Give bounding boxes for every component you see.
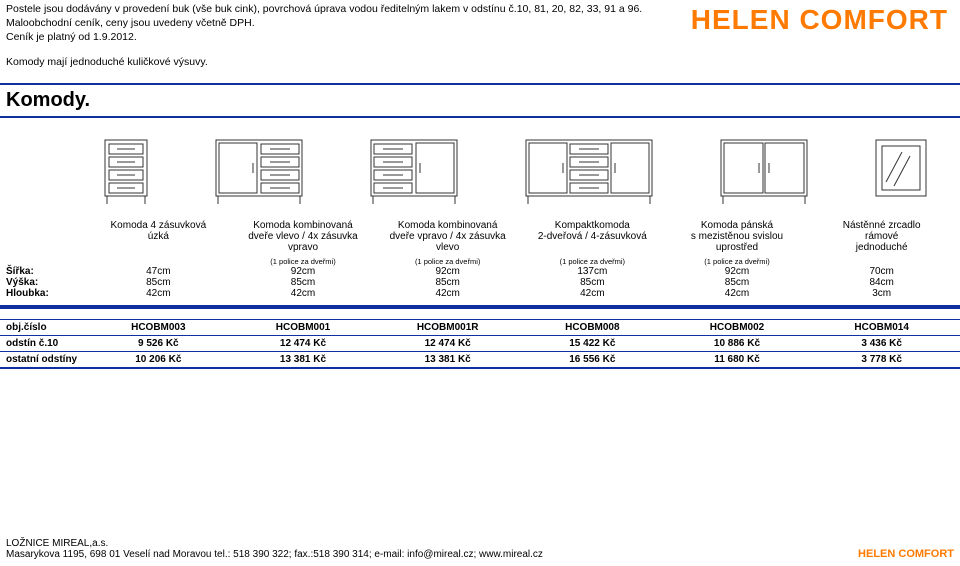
product-code: HCOBM002 xyxy=(665,322,810,333)
dim-label: Výška: xyxy=(6,277,86,288)
dim-cell: 92cm xyxy=(231,266,376,277)
dim-cell: 84cm xyxy=(809,277,954,288)
price-cell: 10 886 Kč xyxy=(665,338,810,349)
dim-cell: 92cm xyxy=(375,266,520,277)
product-name: Komoda pánskás mezistěnou svislouuprostř… xyxy=(665,220,810,253)
product-illustration xyxy=(874,138,928,208)
product-name: Nástěnné zrcadlorámovéjednoduché xyxy=(809,220,954,253)
footer-address: Masarykova 1195, 698 01 Veselí nad Morav… xyxy=(6,549,954,560)
dim-cell: 85cm xyxy=(665,277,810,288)
dim-cell: 137cm xyxy=(520,266,665,277)
product-name-row: Komoda 4 zásuvkováúzká Komoda kombinovan… xyxy=(0,220,960,253)
dim-cell: 85cm xyxy=(86,277,231,288)
price-header-label: obj.číslo xyxy=(6,322,86,333)
price-cell: 13 381 Kč xyxy=(375,354,520,365)
product-illustration xyxy=(103,138,149,208)
product-name: Komoda 4 zásuvkováúzká xyxy=(86,220,231,253)
product-code: HCOBM008 xyxy=(520,322,665,333)
dim-label: Šířka: xyxy=(6,266,86,277)
product-illustration xyxy=(719,138,809,208)
price-cell: 12 474 Kč xyxy=(375,338,520,349)
product-note-row: (1 police za dveřmi) (1 police za dveřmi… xyxy=(0,253,960,266)
price-row: ostatní odstíny 10 206 Kč 13 381 Kč 13 3… xyxy=(0,351,960,367)
footer-brand: HELEN COMFORT xyxy=(858,548,954,560)
product-note: (1 police za dveřmi) xyxy=(231,257,376,266)
product-name: Kompaktkomoda2-dveřová / 4-zásuvková xyxy=(520,220,665,253)
price-cell: 15 422 Kč xyxy=(520,338,665,349)
price-cell: 13 381 Kč xyxy=(231,354,376,365)
price-cell: 3 778 Kč xyxy=(809,354,954,365)
price-cell: 10 206 Kč xyxy=(86,354,231,365)
footer-company: LOŽNICE MIREAL,a.s. xyxy=(6,538,954,549)
price-row: odstín č.10 9 526 Kč 12 474 Kč 12 474 Kč… xyxy=(0,335,960,351)
product-code: HCOBM001R xyxy=(375,322,520,333)
product-note: (1 police za dveřmi) xyxy=(665,257,810,266)
product-note: (1 police za dveřmi) xyxy=(520,257,665,266)
dim-cell: 42cm xyxy=(665,288,810,299)
section-title: Komody. xyxy=(0,85,960,118)
dim-cell: 85cm xyxy=(375,277,520,288)
price-row-label: ostatní odstíny xyxy=(6,354,86,365)
price-table: obj.číslo HCOBM003 HCOBM001 HCOBM001R HC… xyxy=(0,319,960,369)
price-cell: 16 556 Kč xyxy=(520,354,665,365)
product-illustration xyxy=(214,138,304,208)
price-header-row: obj.číslo HCOBM003 HCOBM001 HCOBM001R HC… xyxy=(0,319,960,335)
brand-logo: HELEN COMFORT xyxy=(691,4,948,36)
dim-cell: 70cm xyxy=(809,266,954,277)
dim-cell: 3cm xyxy=(809,288,954,299)
product-note xyxy=(86,257,231,266)
dim-cell: 42cm xyxy=(520,288,665,299)
price-row-label: odstín č.10 xyxy=(6,338,86,349)
product-note xyxy=(809,257,954,266)
product-illustration xyxy=(524,138,654,208)
product-name: Komoda kombinovanádveře vlevo / 4x zásuv… xyxy=(231,220,376,253)
dim-cell: 85cm xyxy=(231,277,376,288)
price-cell: 9 526 Kč xyxy=(86,338,231,349)
product-illustration xyxy=(369,138,459,208)
product-note: (1 police za dveřmi) xyxy=(375,257,520,266)
header-line: Komody mají jednoduché kuličkové výsuvy. xyxy=(6,55,954,69)
width-row: Šířka: 47cm 92cm 92cm 137cm 92cm 70cm xyxy=(0,266,960,277)
price-cell: 3 436 Kč xyxy=(809,338,954,349)
dim-label: Hloubka: xyxy=(6,288,86,299)
dim-cell: 42cm xyxy=(231,288,376,299)
page-footer: LOŽNICE MIREAL,a.s. Masarykova 1195, 698… xyxy=(6,538,954,560)
depth-row: Hloubka: 42cm 42cm 42cm 42cm 42cm 3cm xyxy=(0,288,960,299)
product-code: HCOBM003 xyxy=(86,322,231,333)
dim-cell: 47cm xyxy=(86,266,231,277)
dim-cell: 42cm xyxy=(375,288,520,299)
dim-cell: 85cm xyxy=(520,277,665,288)
illustration-row xyxy=(0,118,960,220)
section-title-bar: Komody. xyxy=(0,83,960,309)
product-name: Komoda kombinovanádveře vpravo / 4x zásu… xyxy=(375,220,520,253)
product-code: HCOBM001 xyxy=(231,322,376,333)
price-cell: 12 474 Kč xyxy=(231,338,376,349)
price-cell: 11 680 Kč xyxy=(665,354,810,365)
dim-cell: 42cm xyxy=(86,288,231,299)
dim-cell: 92cm xyxy=(665,266,810,277)
product-grid: Komoda 4 zásuvkováúzká Komoda kombinovan… xyxy=(0,118,960,307)
height-row: Výška: 85cm 85cm 85cm 85cm 85cm 84cm xyxy=(0,277,960,288)
product-code: HCOBM014 xyxy=(809,322,954,333)
